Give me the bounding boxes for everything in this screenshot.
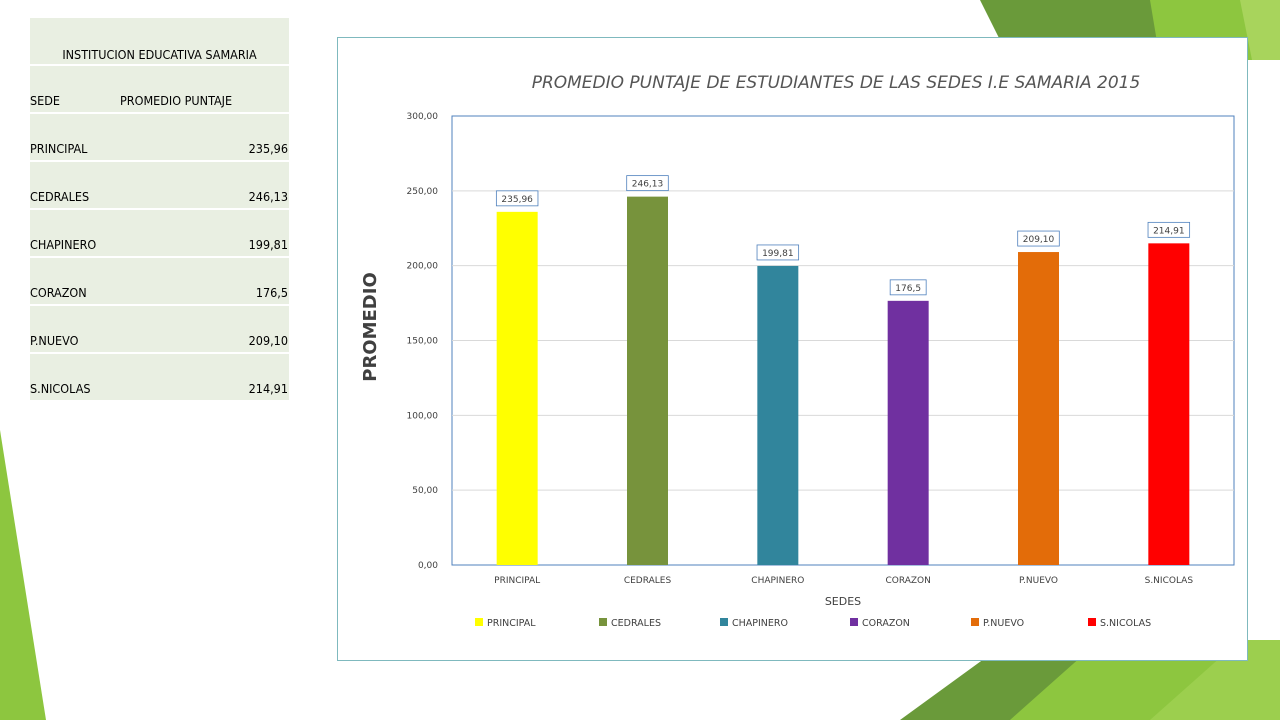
bar-chapinero <box>757 265 799 565</box>
row-sede: S.NICOLAS <box>30 353 120 402</box>
y-tick-label: 300,00 <box>407 112 439 122</box>
legend-label: CORAZON <box>862 618 910 629</box>
table-row: PRINCIPAL 235,96 <box>30 113 289 162</box>
legend-label: CEDRALES <box>611 618 661 629</box>
table-row: S.NICOLAS 214,91 <box>30 353 289 402</box>
table-row: P.NUEVO 209,10 <box>30 305 289 354</box>
legend-swatch <box>850 618 858 626</box>
legend-label: P.NUEVO <box>983 618 1024 629</box>
y-tick-label: 200,00 <box>407 262 439 272</box>
row-sede: P.NUEVO <box>30 305 120 354</box>
data-label: 199,81 <box>762 249 794 259</box>
x-tick-label: CHAPINERO <box>751 576 804 586</box>
y-tick-label: 250,00 <box>407 187 439 197</box>
table-row: CORAZON 176,5 <box>30 257 289 306</box>
bar-cedrales <box>627 196 668 565</box>
data-label: 246,13 <box>632 180 664 190</box>
table-title: INSTITUCION EDUCATIVA SAMARIA <box>30 18 289 66</box>
bar-principal <box>496 211 538 565</box>
row-sede: CEDRALES <box>30 161 120 210</box>
legend-label: CHAPINERO <box>732 618 788 629</box>
legend-label: S.NICOLAS <box>1100 618 1151 629</box>
table-row: CEDRALES 246,13 <box>30 161 289 210</box>
x-axis-title: SEDES <box>825 595 861 608</box>
y-tick-label: 100,00 <box>407 411 439 421</box>
x-tick-label: S.NICOLAS <box>1145 576 1194 586</box>
y-tick-label: 0,00 <box>418 561 438 571</box>
legend-label: PRINCIPAL <box>487 618 536 629</box>
data-label: 235,96 <box>501 195 533 205</box>
legend: PRINCIPAL CEDRALES CHAPINERO CORAZON P.NUEVO… <box>475 618 1151 629</box>
top-right-light-shape <box>1240 0 1280 60</box>
left-accent-triangle <box>0 430 46 720</box>
x-tick-label: CEDRALES <box>624 576 672 586</box>
plot-area: 0,00 50,00 100,00 150,00 200,00 250,00 300,00 2… <box>407 112 1235 586</box>
data-label-box <box>889 279 927 296</box>
data-label: 214,91 <box>1153 226 1185 236</box>
header-promedio: PROMEDIO PUNTAJE <box>120 65 289 114</box>
header-sede: SEDE <box>30 65 120 114</box>
legend-swatch <box>720 618 728 626</box>
row-score: 199,81 <box>120 209 289 258</box>
scores-table: INSTITUCION EDUCATIVA SAMARIA SEDE PROME… <box>30 18 289 402</box>
table-title-row: INSTITUCION EDUCATIVA SAMARIA <box>30 18 289 66</box>
data-label-box <box>495 190 539 207</box>
x-tick-label: P.NUEVO <box>1019 576 1058 586</box>
row-sede: CORAZON <box>30 257 120 306</box>
row-score: 246,13 <box>120 161 289 210</box>
table-header-row: SEDE PROMEDIO PUNTAJE <box>30 65 289 114</box>
row-score: 209,10 <box>120 305 289 354</box>
y-axis-title: PROMEDIO <box>360 272 381 382</box>
row-score: 176,5 <box>120 257 289 306</box>
bar-snicolas <box>1148 243 1190 565</box>
data-label-box <box>626 175 669 192</box>
chart-frame: PROMEDIO PUNTAJE DE ESTUDIANTES DE LAS S… <box>337 37 1248 661</box>
bar-corazon <box>887 300 929 565</box>
data-label-box <box>1017 230 1060 247</box>
legend-swatch <box>599 618 607 626</box>
y-tick-label: 150,00 <box>407 337 439 347</box>
bar-pnuevo <box>1018 252 1059 565</box>
data-label: 209,10 <box>1023 235 1055 245</box>
data-label-box <box>1147 221 1191 238</box>
row-score: 214,91 <box>120 353 289 402</box>
legend-swatch <box>1088 618 1096 626</box>
row-score: 235,96 <box>120 113 289 162</box>
x-tick-label: CORAZON <box>885 576 930 586</box>
data-label: 176,5 <box>895 284 921 294</box>
data-label-box <box>756 244 800 261</box>
y-tick-label: 50,00 <box>412 486 438 496</box>
legend-swatch <box>475 618 483 626</box>
chart-title: PROMEDIO PUNTAJE DE ESTUDIANTES DE LAS S… <box>532 73 1141 93</box>
legend-swatch <box>971 618 979 626</box>
row-sede: CHAPINERO <box>30 209 120 258</box>
x-tick-label: PRINCIPAL <box>494 576 540 586</box>
bar-chart: PROMEDIO PUNTAJE DE ESTUDIANTES DE LAS S… <box>360 73 1235 629</box>
row-sede: PRINCIPAL <box>30 113 120 162</box>
table-row: CHAPINERO 199,81 <box>30 209 289 258</box>
